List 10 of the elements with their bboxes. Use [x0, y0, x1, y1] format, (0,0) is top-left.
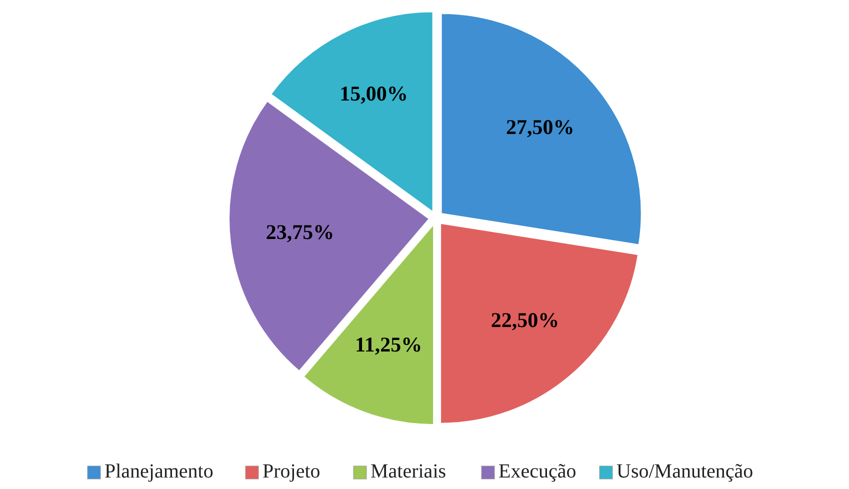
legend-label: Projeto [262, 460, 320, 483]
data-label: 23,75% [266, 220, 334, 244]
data-label: 11,25% [355, 332, 422, 356]
data-label: 15,00% [340, 82, 408, 106]
legend-label: Uso/Manutenção [616, 460, 754, 483]
legend-label: Execução [498, 460, 576, 483]
legend-label: Planejamento [104, 460, 214, 483]
data-label: 22,50% [490, 308, 560, 332]
data-label: 27,50% [506, 114, 574, 139]
legend-label: Materiais [370, 460, 446, 483]
